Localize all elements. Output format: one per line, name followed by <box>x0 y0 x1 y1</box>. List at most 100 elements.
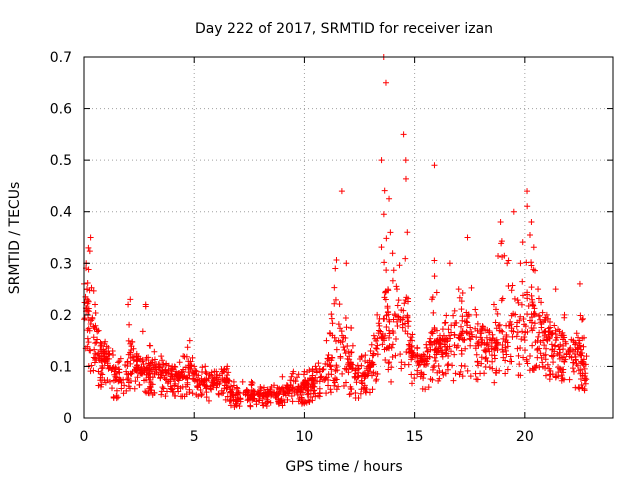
data-point <box>159 357 166 364</box>
data-point <box>549 330 556 337</box>
data-point <box>577 375 584 382</box>
data-point <box>294 391 301 398</box>
data-point <box>444 337 451 344</box>
data-point <box>445 361 452 368</box>
data-point <box>432 358 439 365</box>
data-point <box>327 386 334 393</box>
data-point <box>86 327 93 334</box>
data-point <box>530 302 537 309</box>
data-point <box>304 377 311 384</box>
data-point <box>460 337 467 344</box>
data-point <box>540 352 547 359</box>
data-point <box>416 361 423 368</box>
data-point <box>90 287 97 294</box>
data-point <box>325 382 332 389</box>
data-point <box>451 351 458 358</box>
data-point <box>203 389 210 396</box>
data-point <box>501 252 508 259</box>
data-point <box>473 334 480 341</box>
data-point <box>368 341 375 348</box>
data-point <box>450 312 457 319</box>
data-point <box>477 328 484 335</box>
data-point <box>86 287 93 294</box>
data-point <box>528 219 535 226</box>
data-point <box>85 339 92 346</box>
data-point <box>133 353 140 360</box>
data-point <box>253 398 260 405</box>
data-point <box>494 310 501 317</box>
data-point <box>380 211 387 218</box>
data-point <box>436 375 443 382</box>
data-point <box>84 296 91 303</box>
data-point <box>171 392 178 399</box>
data-point <box>466 330 473 337</box>
data-point <box>88 362 95 369</box>
data-point <box>516 361 523 368</box>
data-point <box>455 334 462 341</box>
data-point <box>549 353 556 360</box>
data-point <box>316 378 323 385</box>
data-point <box>374 371 381 378</box>
data-point <box>91 346 98 353</box>
data-point <box>265 391 272 398</box>
data-point <box>526 352 533 359</box>
data-point <box>98 342 105 349</box>
data-point <box>332 296 339 303</box>
data-point <box>450 377 457 384</box>
data-point <box>324 361 331 368</box>
data-point <box>500 335 507 342</box>
data-point <box>99 371 106 378</box>
data-point <box>90 367 97 374</box>
y-tick-label: 0 <box>63 411 72 427</box>
data-point <box>383 235 390 242</box>
data-point <box>411 375 418 382</box>
data-point <box>560 376 567 383</box>
data-point <box>535 286 542 293</box>
data-point <box>524 295 531 302</box>
data-point <box>189 390 196 397</box>
data-point <box>333 363 340 370</box>
data-point <box>534 345 541 352</box>
data-point <box>580 361 587 368</box>
data-point <box>445 353 452 360</box>
data-point <box>200 379 207 386</box>
data-point <box>260 384 267 391</box>
data-point <box>434 369 441 376</box>
data-point <box>268 384 275 391</box>
data-point <box>134 362 141 369</box>
data-point <box>392 352 399 359</box>
data-point <box>492 345 499 352</box>
data-point <box>494 339 501 346</box>
data-point <box>529 342 536 349</box>
data-point <box>231 403 238 410</box>
data-point <box>379 330 386 337</box>
data-point <box>475 338 482 345</box>
data-point <box>523 358 530 365</box>
data-point <box>309 374 316 381</box>
data-point <box>381 337 388 344</box>
data-point <box>347 385 354 392</box>
data-point <box>144 367 151 374</box>
data-point <box>526 231 533 238</box>
data-point <box>272 393 279 400</box>
data-point <box>115 366 122 373</box>
data-point <box>405 346 412 353</box>
data-point <box>318 373 325 380</box>
data-point <box>443 338 450 345</box>
data-point <box>523 259 530 266</box>
data-point <box>382 289 389 296</box>
data-point <box>433 327 440 334</box>
data-point <box>259 395 266 402</box>
data-point <box>414 358 421 365</box>
data-point <box>85 308 92 315</box>
data-point <box>158 353 165 360</box>
data-point <box>329 354 336 361</box>
data-point <box>133 366 140 373</box>
data-point <box>403 294 410 301</box>
data-point <box>542 328 549 335</box>
data-point <box>566 376 573 383</box>
data-point <box>478 360 485 367</box>
data-point <box>545 315 552 322</box>
data-point <box>574 344 581 351</box>
data-point <box>578 382 585 389</box>
